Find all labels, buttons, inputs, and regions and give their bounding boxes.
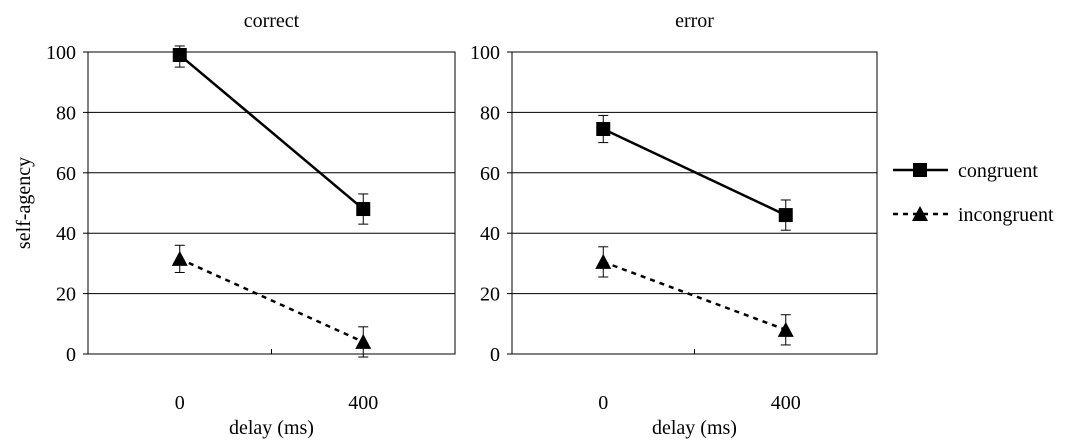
legend-marker-incongruent	[912, 206, 928, 221]
y-tick-label: 100	[46, 42, 76, 64]
data-point-congruent	[172, 48, 187, 63]
x-tick-label: 0	[175, 392, 185, 414]
series-line-incongruent	[602, 260, 787, 332]
data-point-congruent	[596, 122, 611, 137]
y-tick-label: 40	[56, 223, 76, 245]
data-point-congruent	[778, 208, 793, 223]
series-line-congruent	[178, 54, 365, 210]
panel-title: correct	[244, 10, 300, 32]
legend-label: incongruent	[958, 204, 1054, 226]
y-tick-label: 80	[56, 102, 76, 124]
y-axis-title: self-agency	[13, 157, 35, 249]
data-point-incongruent	[171, 250, 188, 266]
panel-title: error	[675, 10, 714, 32]
y-tick-label: 20	[56, 284, 76, 306]
data-point-incongruent	[595, 253, 612, 269]
x-tick-label: 0	[598, 392, 608, 414]
x-tick-label: 400	[348, 392, 378, 414]
y-tick-label: 0	[66, 344, 76, 366]
y-tick-label: 0	[490, 344, 500, 366]
plot-frame-1	[511, 51, 878, 355]
series-line-incongruent	[179, 257, 364, 344]
y-tick-label: 100	[470, 42, 500, 64]
legend-marker-congruent	[913, 163, 927, 177]
y-tick-label: 20	[480, 284, 500, 306]
series-line-congruent	[602, 127, 787, 217]
data-point-incongruent	[355, 333, 372, 349]
x-axis-title: delay (ms)	[229, 417, 314, 439]
y-tick-label: 40	[480, 223, 500, 245]
plot-frame-0	[87, 51, 456, 355]
data-point-incongruent	[777, 321, 794, 337]
x-axis-title: delay (ms)	[652, 417, 737, 439]
x-tick-label: 400	[771, 392, 801, 414]
y-tick-label: 60	[480, 163, 500, 185]
data-point-congruent	[356, 202, 371, 217]
y-tick-label: 60	[56, 163, 76, 185]
y-tick-label: 80	[480, 102, 500, 124]
legend-label: congruent	[958, 160, 1038, 182]
